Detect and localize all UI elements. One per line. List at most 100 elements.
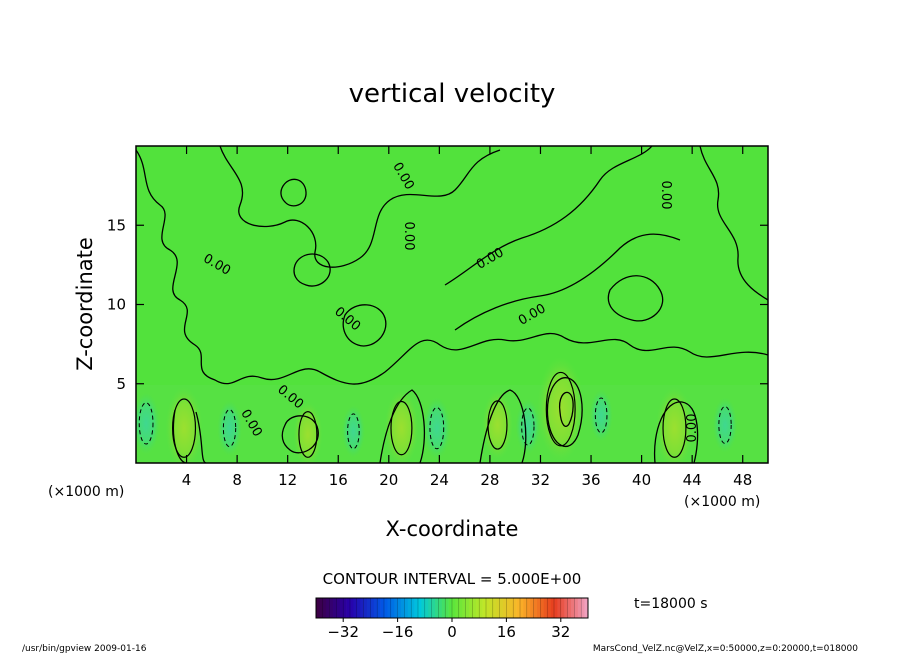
colorbar-cell — [526, 598, 531, 618]
updraft-core — [537, 356, 585, 462]
colorbar-cell — [465, 598, 470, 618]
x-unit-left: (×1000 m) — [48, 484, 124, 500]
colorbar-cell — [492, 598, 497, 618]
colorbar-cell — [445, 598, 449, 618]
colorbar-cell — [543, 598, 548, 618]
colorbar-cell — [513, 598, 517, 618]
time-text: t=18000 s — [634, 596, 708, 612]
colorbar-cell — [418, 598, 422, 618]
colorbar-cell — [360, 598, 364, 618]
colorbar-cell — [407, 598, 412, 618]
colorbar-cell — [329, 598, 334, 618]
x-tick-label: 20 — [379, 471, 398, 489]
colorbar-cell — [373, 598, 378, 618]
colorbar-cell — [472, 598, 477, 618]
colorbar-cell — [333, 598, 337, 618]
colorbar-cell — [414, 598, 419, 618]
colorbar-cell — [554, 598, 558, 618]
updraft-contour — [171, 398, 197, 458]
y-tick-label: 15 — [107, 216, 126, 234]
colorbar-cell — [370, 598, 375, 618]
y-tick-label: 10 — [107, 296, 126, 314]
colorbar-cell — [316, 598, 320, 618]
colorbar-cell — [560, 598, 565, 618]
colorbar-cell — [564, 598, 568, 618]
x-axis-label: X-coordinate — [386, 517, 519, 541]
colorbar-cell — [397, 598, 402, 618]
colorbar-cell — [435, 598, 439, 618]
colorbar-cell — [401, 598, 405, 618]
colorbar-cell — [509, 598, 514, 618]
downdraft-contour — [594, 397, 608, 434]
colorbar-cell — [336, 598, 341, 618]
colorbar-cell — [458, 598, 463, 618]
colorbar-cell — [428, 598, 432, 618]
colorbar-cell — [339, 598, 344, 618]
colorbar-cell — [469, 598, 473, 618]
footer-left: /usr/bin/gpview 2009-01-16 — [22, 644, 147, 654]
contour-lines — [136, 146, 768, 463]
y-axis: 5 10 15 — [107, 216, 768, 393]
y-axis-label: Z-coordinate — [73, 237, 97, 371]
colorbar-cell — [516, 598, 521, 618]
x-tick-label: 48 — [733, 471, 752, 489]
colorbar-cell — [482, 598, 487, 618]
colorbar-cell — [431, 598, 436, 618]
downdraft-contour — [521, 407, 535, 446]
downdraft-contour — [429, 406, 445, 450]
downdraft-core — [217, 400, 242, 456]
colorbar-cell — [387, 598, 392, 618]
colorbar — [315, 598, 589, 618]
contour-label: 0.00 — [685, 414, 700, 443]
colorbar-cell — [486, 598, 490, 618]
x-tick-label: 24 — [430, 471, 449, 489]
colorbar-cell — [496, 598, 500, 618]
colorbar-cell — [363, 598, 368, 618]
downdraft-contour — [718, 405, 732, 444]
downdraft-contour — [138, 402, 154, 445]
colorbar-cell — [462, 598, 466, 618]
colorbar-cell — [577, 598, 582, 618]
x-unit-right: (×1000 m) — [684, 494, 760, 510]
colorbar-cell — [356, 598, 361, 618]
colorbar-cell — [475, 598, 480, 618]
colorbar-cell — [567, 598, 572, 618]
colorbar-cell — [574, 598, 579, 618]
x-tick-label: 12 — [278, 471, 297, 489]
colorbar-cell — [404, 598, 409, 618]
colorbar-cell — [581, 598, 585, 618]
x-tick-label: 36 — [581, 471, 600, 489]
colorbar-cell — [455, 598, 460, 618]
downdraft-core — [589, 389, 613, 442]
colorbar-tick-label: 32 — [551, 623, 570, 641]
x-tick-label: 28 — [480, 471, 499, 489]
colorbar-cell — [380, 598, 385, 618]
downdraft-core — [341, 405, 366, 458]
x-axis: 4 8 12 16 20 24 28 32 36 40 44 48 — [182, 146, 752, 489]
colorbar-cell — [550, 598, 555, 618]
x-tick-label: 8 — [232, 471, 242, 489]
colorbar-tick-label: 16 — [497, 623, 516, 641]
downdraft-core — [515, 398, 541, 455]
colorbar-ticks: −32 −16 0 16 32 — [327, 618, 570, 641]
x-tick-label: 32 — [531, 471, 550, 489]
colorbar-tick-label: 0 — [447, 623, 457, 641]
colorbar-cell — [326, 598, 330, 618]
colorbar-cell — [523, 598, 528, 618]
contour-label: 0.00 — [401, 222, 416, 251]
x-tick-label: 44 — [683, 471, 702, 489]
downdraft-contour — [347, 413, 360, 450]
colorbar-cell — [322, 598, 327, 618]
contour-label: 0.00 — [658, 181, 673, 210]
colorbar-cell — [540, 598, 545, 618]
colorbar-cell — [411, 598, 415, 618]
colorbar-tick-label: −32 — [327, 623, 359, 641]
x-tick-label: 4 — [182, 471, 192, 489]
colorbar-cell — [350, 598, 354, 618]
x-tick-label: 16 — [329, 471, 348, 489]
colorbar-cell — [438, 598, 443, 618]
downdraft-core — [712, 397, 738, 453]
updraft-contour — [298, 411, 318, 458]
colorbar-cell — [537, 598, 541, 618]
